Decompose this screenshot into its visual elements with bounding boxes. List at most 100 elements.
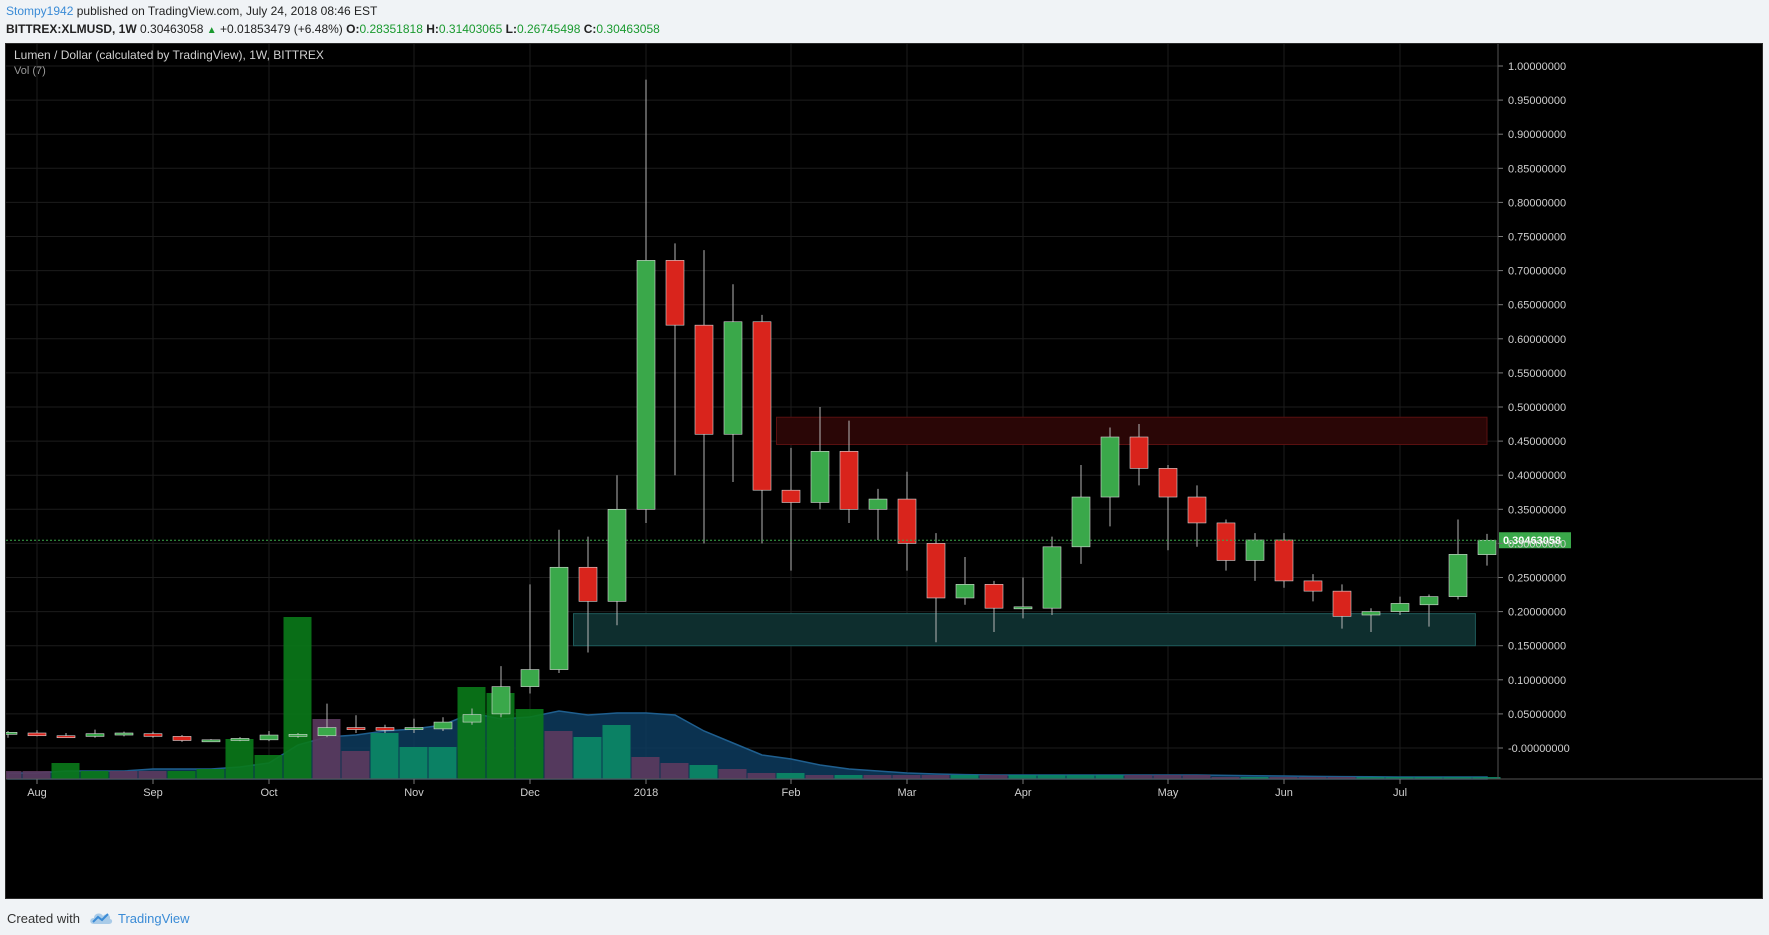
author-link[interactable]: Stompy1942 [6, 4, 74, 18]
volume-bar [631, 757, 660, 779]
x-tick-label: May [1158, 787, 1179, 799]
volume-bar [1037, 775, 1066, 779]
volume-bar [689, 765, 718, 779]
y-tick-label: 0.20000000 [1508, 607, 1566, 619]
y-tick-label: 0.80000000 [1508, 197, 1566, 209]
chart-header: Stompy1942 published on TradingView.com,… [0, 0, 1769, 42]
candle-body [723, 321, 743, 435]
price-chart[interactable]: 0.30463058 1.00000000 0.95000000 0.9000000… [6, 44, 1762, 898]
candle-body [1042, 546, 1062, 609]
candle-body [955, 584, 975, 599]
chart-title: Lumen / Dollar (calculated by TradingVie… [14, 48, 324, 62]
y-tick-label: 1.00000000 [1508, 61, 1566, 73]
time-axis[interactable]: Aug Sep Oct Nov Dec 2018 Feb Mar Apr May Jun Jul [6, 778, 1762, 799]
candle-body [636, 260, 656, 510]
volume-bar [138, 771, 167, 779]
candle-body [1158, 468, 1178, 498]
low-value: 0.26745498 [516, 22, 581, 36]
close-label: C: [583, 22, 597, 36]
y-tick-label: 0.60000000 [1508, 334, 1566, 346]
candle-body [607, 508, 627, 602]
created-with-text: Created with [7, 911, 80, 926]
y-tick-label: 0.05000000 [1508, 709, 1566, 721]
published-text: published on TradingView.com, July 24, 2… [76, 4, 378, 18]
volume-bar [457, 687, 486, 779]
volume-bar [1385, 777, 1414, 779]
up-arrow-icon: ▲ [206, 25, 217, 36]
y-tick-label: 0.25000000 [1508, 573, 1566, 585]
candle-body [1216, 522, 1236, 561]
price-axis[interactable]: 1.00000000 0.95000000 0.90000000 0.85000000… [1497, 44, 1570, 779]
x-tick-label: Jul [1393, 787, 1407, 799]
candle-body [897, 498, 917, 544]
volume-bar [51, 763, 80, 779]
volume-bar [1414, 777, 1443, 779]
candle-body [114, 732, 134, 736]
tradingview-link[interactable]: TradingView [118, 911, 190, 926]
support-zone [573, 613, 1476, 647]
x-tick-label: Feb [782, 787, 801, 799]
volume-bar [1182, 775, 1211, 779]
candle-body [288, 734, 308, 737]
y-tick-label: 0.55000000 [1508, 368, 1566, 380]
volume-bars [6, 617, 1501, 779]
candle-body [491, 686, 511, 715]
candle-body [1448, 554, 1468, 597]
candle-body [201, 739, 221, 743]
candle-body [1245, 539, 1265, 561]
y-tick-label: 0.40000000 [1508, 470, 1566, 482]
volume-bar [1327, 777, 1356, 779]
candle-body [520, 669, 540, 687]
candles [6, 79, 1497, 743]
y-tick-label: 0.10000000 [1508, 675, 1566, 687]
candle-body [1361, 611, 1381, 616]
candle-body [810, 451, 830, 503]
y-tick-label: 0.65000000 [1508, 300, 1566, 312]
candle-body [1303, 580, 1323, 592]
candle-body [868, 498, 888, 510]
candle-body [259, 734, 279, 741]
volume-bar [950, 775, 979, 779]
volume-bar [196, 769, 225, 779]
y-tick-label: 0.90000000 [1508, 129, 1566, 141]
open-value: 0.28351818 [359, 22, 423, 36]
volume-bar [863, 775, 892, 779]
y-tick-label: 0.15000000 [1508, 641, 1566, 653]
candle-body [27, 732, 47, 737]
candle-body [1332, 590, 1352, 617]
candle-body [1071, 496, 1091, 548]
volume-bar [370, 733, 399, 779]
close-value: 0.30463058 [596, 22, 660, 36]
last-price-tag-label: 0.30463058 [1503, 535, 1561, 547]
x-tick-label: Nov [404, 787, 424, 799]
candle-body [1274, 539, 1294, 582]
candle-body [1100, 436, 1120, 498]
volume-bar [1008, 775, 1037, 779]
x-tick-label: Oct [260, 787, 277, 799]
low-label: L: [505, 22, 517, 36]
volume-bar [747, 773, 776, 779]
volume-indicator-label: Vol (7) [14, 65, 46, 77]
candle-body [549, 566, 569, 670]
volume-bar [1066, 775, 1095, 779]
x-tick-label: Mar [898, 787, 917, 799]
volume-bar [22, 771, 51, 779]
chart-panel[interactable]: 0.30463058 1.00000000 0.95000000 0.9000000… [5, 43, 1763, 899]
volume-bar [1472, 777, 1501, 779]
candle-body [143, 733, 163, 737]
volume-bar [428, 747, 457, 779]
candle-body [433, 721, 453, 730]
volume-bar [254, 755, 283, 779]
x-tick-label: Aug [27, 787, 47, 799]
candle-body [1419, 596, 1439, 606]
candle-body [85, 733, 105, 737]
candle-body [56, 735, 76, 739]
y-tick-label: 0.95000000 [1508, 95, 1566, 107]
high-value: 0.31403065 [438, 22, 503, 36]
candle-body [1129, 436, 1149, 469]
candle-body [172, 736, 192, 741]
volume-bar [1443, 777, 1472, 779]
volume-bar [80, 771, 109, 779]
volume-bar [399, 747, 428, 779]
volume-bar [892, 775, 921, 779]
